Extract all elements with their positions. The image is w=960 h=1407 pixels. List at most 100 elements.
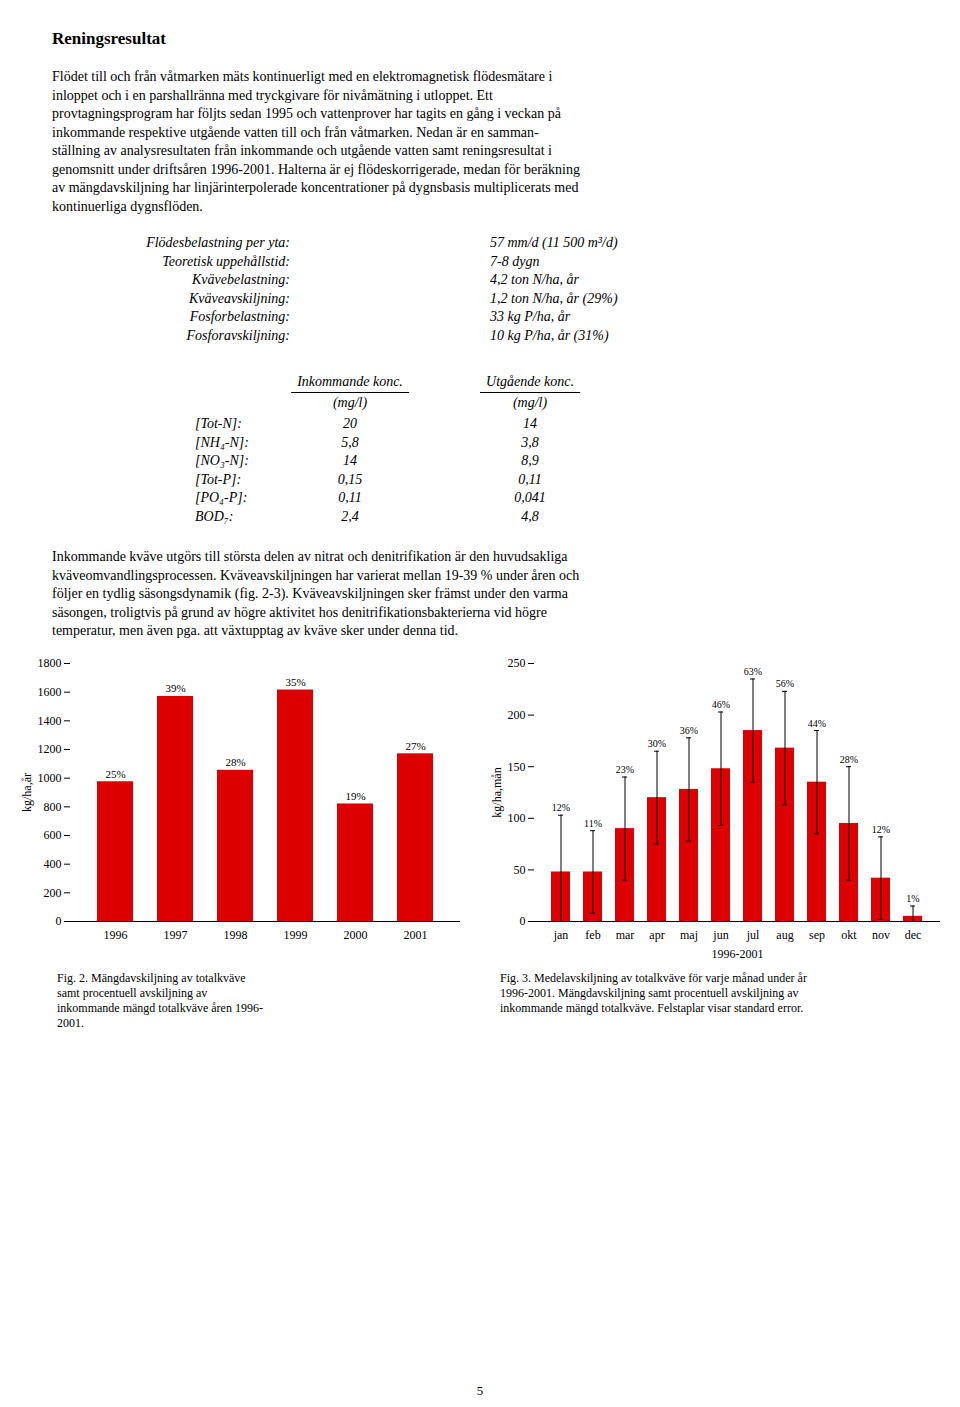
svg-text:kg/ha,år: kg/ha,år [20,773,34,812]
svg-text:2000: 2000 [344,928,368,942]
html-text:kontinuerliga dygnsflöden.: kontinuerliga dygnsflöden. [52,198,203,214]
html-text:8,9: 8,9 [521,453,539,468]
svg-text:mar: mar [616,928,635,942]
html-text:inkommande respektive utgående: inkommande respektive utgående vatten ti… [52,124,539,140]
svg-text:30%: 30% [648,738,666,749]
svg-text:36%: 36% [680,724,698,735]
html-text:7-8 dygn: 7-8 dygn [490,253,540,269]
html-text:provtagningsprogram har följts: provtagningsprogram har följts sedan 199… [52,106,561,121]
svg-text:46%: 46% [712,699,730,710]
html-text:temperatur, men även pga. att: temperatur, men även pga. att växtupptag… [52,623,459,638]
html-text:inloppet och i en parshallränn: inloppet och i en parshallränna med tryc… [52,87,493,103]
html-text:Kväveavskiljning:: Kväveavskiljning: [188,290,290,306]
html-text:0,11: 0,11 [518,471,542,487]
svg-text:11%: 11% [584,817,602,828]
svg-text:200: 200 [508,707,526,721]
html-text:5,8: 5,8 [341,434,359,450]
svg-text:800: 800 [44,799,62,813]
svg-text:35%: 35% [285,676,305,688]
html-text:Utgående konc.: Utgående konc. [486,374,574,389]
svg-text:1800: 1800 [38,656,62,670]
svg-text:1400: 1400 [38,713,62,727]
html-text:[Tot-N]:: [Tot-N]: [195,416,242,431]
html-text:Flödet till och från våtmarken: Flödet till och från våtmarken mäts kont… [52,69,553,84]
svg-text:apr: apr [649,928,664,942]
html-text:av mängdavskiljning har linjär: av mängdavskiljning har linjärinterpoler… [52,180,579,195]
svg-text:44%: 44% [808,717,826,728]
html-text:Flödesbelastning per yta:: Flödesbelastning per yta: [146,235,290,250]
svg-text:28%: 28% [840,753,858,764]
svg-text:0: 0 [56,914,62,928]
html-text:2,4: 2,4 [341,508,359,524]
svg-text:12%: 12% [872,823,890,834]
html-text:4,2 ton N/ha, år: 4,2 ton N/ha, år [490,272,580,287]
svg-text:aug: aug [776,928,793,942]
html-text:(mg/l): (mg/l) [512,394,548,410]
svg-text:150: 150 [508,759,526,773]
svg-text:1%: 1% [906,893,919,904]
svg-text:50: 50 [514,862,526,876]
svg-text:jun: jun [712,928,728,942]
html-text:[NH₄-N]:: [NH₄-N]: [195,434,249,450]
svg-text:25%: 25% [105,767,125,779]
svg-text:12%: 12% [552,802,570,813]
svg-text:jul: jul [746,928,760,942]
html-text:[Tot-P]:: [Tot-P]: [195,471,242,487]
svg-text:27%: 27% [405,739,425,751]
html-text:[NO₃-N]:: [NO₃-N]: [195,453,249,468]
svg-text:1996: 1996 [104,928,128,942]
svg-text:23%: 23% [616,764,634,775]
html-text:[PO₄-P]:: [PO₄-P]: [195,490,248,505]
html-text:Reningsresultat: Reningsresultat [52,29,166,48]
html-text:Teoretisk uppehållstid:: Teoretisk uppehållstid: [162,253,290,269]
html-text:säsongen, troligtvis på grund: säsongen, troligtvis på grund av högre a… [52,604,547,620]
svg-text:0: 0 [520,914,526,928]
html-text:10 kg P/ha, år (31%): 10 kg P/ha, år (31%) [490,327,609,343]
svg-text:1998: 1998 [224,928,248,942]
svg-text:1997: 1997 [164,928,188,942]
html-text:0,11: 0,11 [338,490,362,505]
html-text:följer en tydlig säsongsdynami: följer en tydlig säsongsdynamik (fig. 2-… [52,586,568,601]
html-text:1,2 ton N/ha, år (29%): 1,2 ton N/ha, år (29%) [490,290,618,306]
html-text:ställning av analysresultaten: ställning av analysresultaten från inkom… [52,143,552,158]
svg-text:200: 200 [44,885,62,899]
html-text:0,15: 0,15 [337,471,363,487]
html-text:genomsnitt under driftsåren 19: genomsnitt under driftsåren 1996-2001. H… [52,161,580,177]
svg-text:600: 600 [44,828,62,842]
html-text:Fosforbelastning:: Fosforbelastning: [189,309,290,324]
html-text:57 mm/d (11 500 m³/d): 57 mm/d (11 500 m³/d) [490,235,618,250]
svg-text:maj: maj [680,928,698,942]
html-text:Inkommande kväve utgörs till s: Inkommande kväve utgörs till största del… [52,549,568,564]
html-text:kväveomvandlingsprocessen. Kvä: kväveomvandlingsprocessen. Kväveavskiljn… [52,567,580,583]
html-text:Inkommande konc.: Inkommande konc. [297,374,403,389]
svg-text:2001: 2001 [404,928,428,942]
svg-text:nov: nov [872,928,890,942]
html-text:(mg/l): (mg/l) [332,394,368,410]
html-text:BOD₇:: BOD₇: [195,508,234,524]
svg-text:sep: sep [809,928,825,942]
svg-text:feb: feb [585,928,600,942]
svg-text:kg/ha,mån: kg/ha,mån [490,767,504,817]
svg-text:1600: 1600 [38,685,62,699]
svg-text:63%: 63% [744,665,762,676]
svg-text:1999: 1999 [284,928,308,942]
svg-text:39%: 39% [165,682,185,694]
svg-text:okt: okt [841,928,857,942]
html-text:Kvävebelastning:: Kvävebelastning: [192,272,290,287]
html-text:33 kg P/ha, år: 33 kg P/ha, år [490,309,571,324]
svg-text:1996-2001: 1996-2001 [712,946,764,960]
svg-text:1200: 1200 [38,742,62,756]
svg-text:28%: 28% [225,756,245,768]
html-text:Fosforavskiljning:: Fosforavskiljning: [186,327,290,343]
svg-text:dec: dec [905,928,922,942]
svg-text:19%: 19% [345,789,365,801]
html-text:4,8: 4,8 [521,508,539,524]
svg-text:100: 100 [508,811,526,825]
svg-text:400: 400 [44,857,62,871]
svg-text:56%: 56% [776,678,794,689]
html-text:0,041: 0,041 [514,490,546,505]
html-text:3,8: 3,8 [521,434,539,450]
svg-text:250: 250 [508,656,526,670]
svg-text:jan: jan [553,928,569,942]
svg-text:1000: 1000 [38,771,62,785]
